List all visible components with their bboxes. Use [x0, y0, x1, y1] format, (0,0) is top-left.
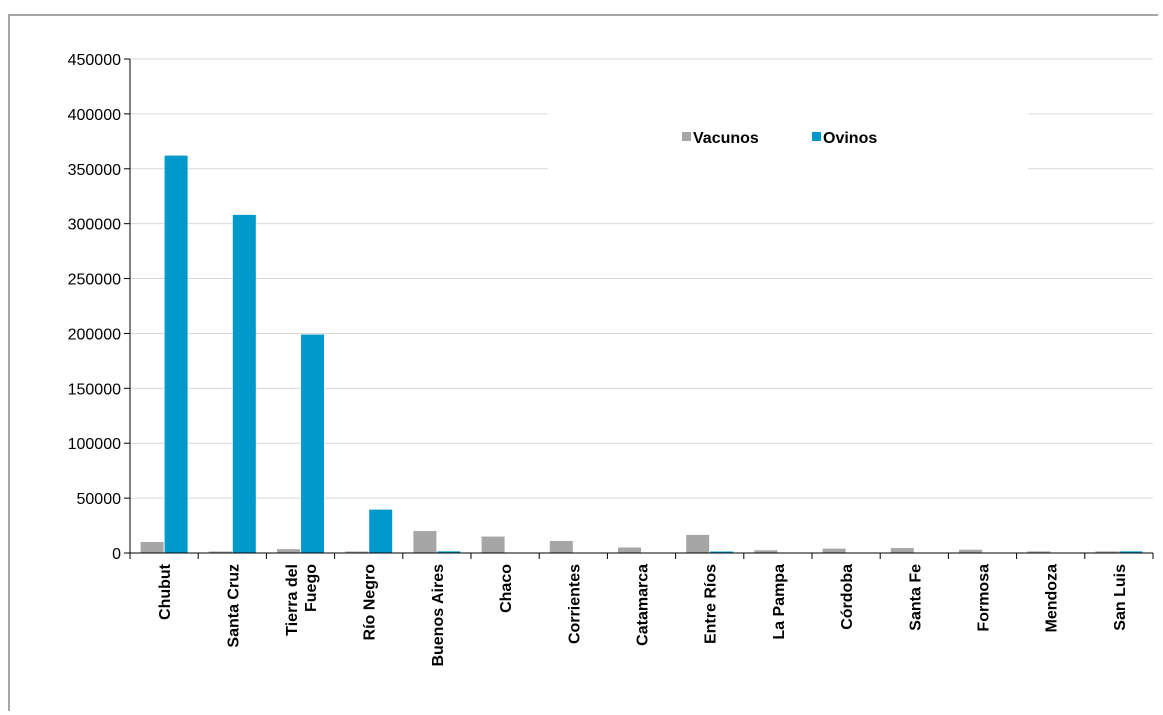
x-tick-label: Tierra del	[284, 564, 301, 636]
bar-ovinos-1	[232, 214, 256, 553]
x-axis-ticks: Chubut Santa Cruz Tierra del Fuego Río Negro…	[129, 553, 1154, 667]
bars	[140, 155, 1143, 554]
bar-vacunos-2	[277, 549, 300, 553]
y-tick-label: 350000	[68, 162, 121, 179]
x-tick-label: Chubut	[157, 563, 174, 620]
x-tick-label: San Luis	[1112, 564, 1129, 631]
x-tick-label: Río Negro	[362, 564, 379, 641]
bar-vacunos-3	[345, 551, 369, 553]
bar-vacunos-9	[754, 550, 778, 553]
y-tick-label: 300000	[68, 217, 121, 234]
bar-vacunos-12	[959, 549, 982, 553]
x-tick-label: Santa Fe	[907, 564, 924, 631]
bar-vacunos-10	[822, 548, 846, 553]
x-tick-label: Entre Ríos	[703, 564, 720, 644]
axes	[129, 59, 1153, 554]
gridlines	[130, 58, 1153, 499]
bar-vacunos-6	[549, 540, 573, 553]
x-tick-label: Mendoza	[1044, 564, 1061, 633]
bar-vacunos-1	[208, 551, 232, 553]
bar-vacunos-5	[481, 536, 505, 553]
y-tick-label: 0	[112, 546, 121, 563]
bar-ovinos-3	[369, 509, 393, 553]
bar-vacunos-14	[1095, 551, 1119, 553]
bar-ovinos-0	[164, 155, 188, 554]
bar-ovinos-8	[710, 551, 734, 553]
bar-vacunos-8	[686, 534, 710, 553]
bar-ovinos-2	[301, 334, 324, 553]
legend-label-ovinos: Ovinos	[823, 130, 877, 147]
bar-ovinos-14	[1119, 551, 1143, 553]
bar-vacunos-11	[890, 548, 914, 553]
y-tick-label: 50000	[77, 491, 122, 508]
y-tick-label: 150000	[68, 381, 121, 398]
x-tick-label: Fuego	[303, 564, 320, 612]
bar-vacunos-7	[618, 547, 641, 553]
y-axis-ticks: 0 50000 100000 150000 200000 250000 300000 3500…	[68, 52, 130, 563]
x-tick-label: Chaco	[498, 564, 515, 613]
y-tick-label: 450000	[68, 52, 121, 69]
legend-swatch-vacunos	[682, 132, 691, 141]
legend-swatch-ovinos	[812, 132, 821, 141]
bar-chart: 0 50000 100000 150000 200000 250000 300000 3500…	[68, 52, 1154, 667]
chart-frame: 0 50000 100000 150000 200000 250000 300000 3500…	[8, 14, 1158, 711]
bar-vacunos-4	[413, 531, 437, 553]
y-tick-label: 100000	[68, 436, 121, 453]
legend: Vacunos Ovinos	[548, 110, 1028, 180]
x-tick-label: Formosa	[976, 564, 993, 632]
x-tick-label: Santa Cruz	[225, 564, 242, 648]
y-tick-label: 250000	[68, 272, 121, 289]
x-tick-label: La Pampa	[771, 564, 788, 640]
x-tick-label: Catamarca	[635, 564, 652, 646]
legend-box	[548, 110, 1028, 180]
bar-vacunos-13	[1027, 551, 1051, 553]
x-tick-label: Corrientes	[566, 564, 583, 644]
bar-vacunos-0	[140, 542, 164, 553]
y-tick-label: 200000	[68, 326, 121, 343]
bar-ovinos-4	[437, 551, 461, 553]
y-tick-label: 400000	[68, 107, 121, 124]
x-tick-label: Buenos Aires	[430, 564, 447, 667]
legend-label-vacunos: Vacunos	[693, 130, 759, 147]
x-tick-label: Córdoba	[839, 564, 856, 630]
